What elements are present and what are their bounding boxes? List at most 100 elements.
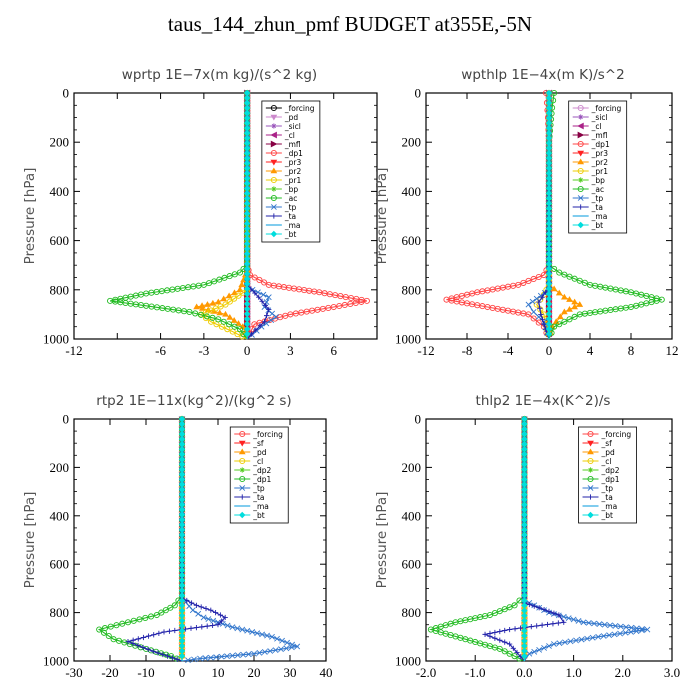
data-point xyxy=(551,323,558,330)
legend-marker xyxy=(587,485,594,491)
data-point xyxy=(551,641,557,647)
data-point xyxy=(565,615,572,622)
legend-label: _ma xyxy=(591,212,608,221)
legend-marker xyxy=(577,167,584,175)
data-point xyxy=(492,629,498,636)
legend-marker xyxy=(270,104,277,112)
y-tick-label: 600 xyxy=(402,233,422,248)
x-tick-label: 6 xyxy=(330,343,337,358)
x-tick-label: 20 xyxy=(248,665,261,680)
data-point xyxy=(539,622,545,628)
data-point xyxy=(140,644,146,651)
data-point xyxy=(217,612,223,618)
legend-label: _cl xyxy=(591,122,602,131)
data-point xyxy=(130,640,136,647)
data-point xyxy=(178,652,186,660)
y-axis-label: Pressure [hPa] xyxy=(374,492,390,589)
data-point xyxy=(215,622,221,628)
data-point xyxy=(514,649,520,656)
data-point xyxy=(259,298,265,304)
data-point xyxy=(538,311,544,317)
legend-label: _cl xyxy=(252,457,263,466)
data-point xyxy=(235,320,242,326)
legend-marker xyxy=(587,475,594,483)
legend-label: _forcing xyxy=(591,104,622,113)
legend-label: _ta xyxy=(601,493,613,502)
data-point xyxy=(208,607,214,613)
data-point xyxy=(257,323,263,329)
data-point xyxy=(567,638,574,645)
data-point xyxy=(530,315,537,322)
data-point xyxy=(208,318,215,325)
data-point xyxy=(121,639,128,646)
data-point xyxy=(244,627,251,634)
y-tick-label: 600 xyxy=(402,557,422,572)
data-point xyxy=(199,624,205,630)
chart-panel-2: wpthlp 1E−4x(m K)/s^2 Pressure [hPa] 0 200 4… xyxy=(374,67,679,358)
legend-label: _forcing xyxy=(601,430,632,439)
x-tick-label: -4 xyxy=(503,343,514,358)
legend-label: _cl xyxy=(284,131,295,140)
data-point xyxy=(534,623,540,629)
x-tick-label: 40 xyxy=(320,665,333,680)
legend-marker xyxy=(577,150,585,157)
y-tick-label: 1000 xyxy=(43,654,69,669)
legend-label: _pr3 xyxy=(284,158,302,167)
data-point xyxy=(151,632,157,638)
y-tick-label: 200 xyxy=(50,135,70,150)
data-point xyxy=(256,276,263,284)
data-point xyxy=(617,630,623,637)
data-point xyxy=(526,601,532,608)
legend-label: _forcing xyxy=(284,104,315,113)
data-point xyxy=(234,625,241,632)
data-point xyxy=(167,604,174,611)
data-point xyxy=(544,621,551,628)
data-point xyxy=(230,317,238,323)
legend-label: _ta xyxy=(284,212,296,221)
data-point xyxy=(147,613,155,620)
x-tick-label: 0 xyxy=(546,343,553,358)
data-point xyxy=(145,633,152,639)
data-point xyxy=(497,637,503,643)
data-point xyxy=(551,610,557,616)
data-point xyxy=(229,624,236,631)
data-point xyxy=(231,271,238,278)
legend-marker xyxy=(587,448,594,455)
legend-label: _sicl xyxy=(591,113,608,122)
data-point xyxy=(156,630,162,636)
legend-label: _cl xyxy=(601,457,612,466)
legend-marker xyxy=(239,475,246,483)
y-tick-label: 400 xyxy=(50,508,70,523)
legend-marker xyxy=(578,177,584,183)
data-point xyxy=(115,637,123,644)
legend-label: _pr1 xyxy=(284,176,302,185)
legend-marker xyxy=(270,140,278,148)
legend: _forcing_sf_pd_cl_dp2_dp1_tp_ta_ma_bt xyxy=(229,426,289,524)
legend-label: _bt xyxy=(252,511,265,520)
legend-label: _sf xyxy=(252,439,264,448)
data-point xyxy=(254,630,261,637)
y-tick-label: 600 xyxy=(50,233,70,248)
legend-label: _forcing xyxy=(252,430,283,439)
data-point xyxy=(541,321,547,327)
legend: _forcing_sf_pd_cl_dp2_dp1_tp_ta_ma_bt xyxy=(578,426,637,524)
data-point xyxy=(556,640,563,647)
data-point xyxy=(622,629,629,636)
data-point xyxy=(236,326,243,333)
x-tick-label: -20 xyxy=(101,665,118,680)
data-point xyxy=(256,649,263,656)
data-point xyxy=(578,636,585,643)
legend-marker xyxy=(587,511,594,519)
data-point xyxy=(520,279,527,286)
data-point xyxy=(566,273,573,280)
data-point xyxy=(203,313,210,320)
data-point xyxy=(216,309,224,316)
data-point xyxy=(189,607,196,614)
series-bt xyxy=(243,89,251,339)
y-tick-label: 0 xyxy=(415,86,422,101)
panel-title: wprtp 1E−7x(m kg)/(s^2 kg) xyxy=(122,67,317,83)
data-point xyxy=(231,295,238,302)
data-point xyxy=(560,293,568,300)
data-point xyxy=(566,296,573,302)
data-point xyxy=(561,619,567,625)
